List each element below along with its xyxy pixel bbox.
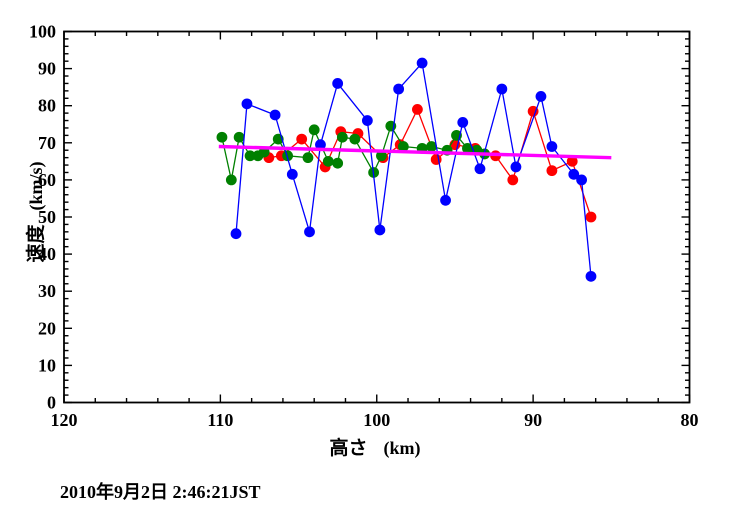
series-red-point	[566, 155, 578, 167]
axis-ticks	[63, 30, 691, 404]
series-red-point	[412, 104, 423, 115]
y-tick-label: 10	[38, 355, 56, 375]
series-green-point	[308, 124, 320, 136]
series-green-point	[336, 131, 348, 143]
series-red-point	[527, 105, 539, 117]
series-blue-point	[440, 194, 451, 206]
y-tick-label: 0	[47, 393, 56, 413]
series-green-point	[282, 150, 294, 162]
series-blue-point	[474, 163, 486, 175]
series-blue-point	[510, 161, 522, 173]
series-blue	[230, 57, 597, 282]
series-blue-point	[576, 174, 588, 186]
series-green-point	[332, 157, 344, 169]
y-tick-label: 20	[38, 318, 56, 338]
x-tick-label: 120	[51, 410, 78, 430]
x-tick-label: 80	[681, 410, 699, 430]
x-axis-label: 高さ	[329, 438, 368, 459]
series-blue-point	[241, 98, 253, 110]
series-blue-point	[568, 168, 580, 180]
series-blue-point	[304, 226, 315, 238]
series-blue-point	[269, 109, 281, 121]
x-tick-label: 100	[363, 410, 390, 430]
series-green-point	[302, 152, 314, 164]
series-green-point	[244, 150, 256, 162]
series-green-point	[216, 131, 228, 143]
y-tick-label: 40	[38, 244, 56, 264]
series-blue-point	[457, 116, 469, 128]
x-tick-label: 110	[207, 410, 233, 430]
series-blue-point	[585, 270, 597, 282]
series-green-point	[397, 141, 409, 152]
series-blue-point	[416, 57, 428, 69]
y-tick-label: 70	[38, 133, 56, 153]
y-tick-label: 90	[38, 59, 56, 79]
series-blue-point	[361, 115, 373, 126]
y-tick-label: 30	[38, 281, 56, 301]
series-green-point	[426, 141, 437, 152]
series-blue-point	[496, 83, 508, 95]
y-tick-label: 60	[38, 170, 56, 190]
tick-labels: 120 110 100 90 80 0 10 20 30 40 50 60 70 80 90 100	[29, 22, 699, 431]
y-axis-title: 速度 (km/s)	[21, 120, 47, 304]
x-tick-label: 90	[524, 410, 542, 430]
y-tick-label: 100	[29, 22, 56, 42]
series-blue-point	[535, 91, 547, 102]
series-blue-point	[374, 224, 386, 236]
series-red-point	[585, 211, 597, 223]
series-blue-point	[315, 139, 326, 151]
series-red-point	[430, 154, 442, 165]
series-red-line	[268, 107, 592, 218]
series-red-point	[546, 165, 558, 177]
y-tick-label: 80	[38, 96, 56, 116]
x-axis-unit: (km)	[383, 438, 421, 458]
y-axis-unit: (km/s)	[26, 161, 46, 211]
series-red-point	[507, 174, 519, 186]
series-blue-point	[230, 228, 242, 240]
series-red-point	[296, 133, 308, 145]
y-axis-label: 速度	[26, 224, 47, 263]
x-axis-title: 高さ (km)	[282, 433, 468, 460]
series-blue-point	[286, 168, 298, 180]
series-blue-point	[393, 83, 405, 95]
y-tick-label: 50	[38, 207, 56, 227]
fit-line	[218, 144, 612, 160]
series-green-point	[462, 142, 473, 154]
series-green-point	[349, 133, 361, 145]
series-blue-point	[332, 78, 344, 89]
fit-line-line	[218, 144, 612, 160]
series-green-point	[233, 131, 245, 143]
series-green-point	[376, 150, 387, 162]
series-green-point	[322, 155, 334, 167]
series-blue-point	[546, 141, 558, 152]
timestamp-label: 2010年9月2日 2:46:21JST	[60, 482, 261, 502]
series-green-point	[225, 174, 237, 186]
